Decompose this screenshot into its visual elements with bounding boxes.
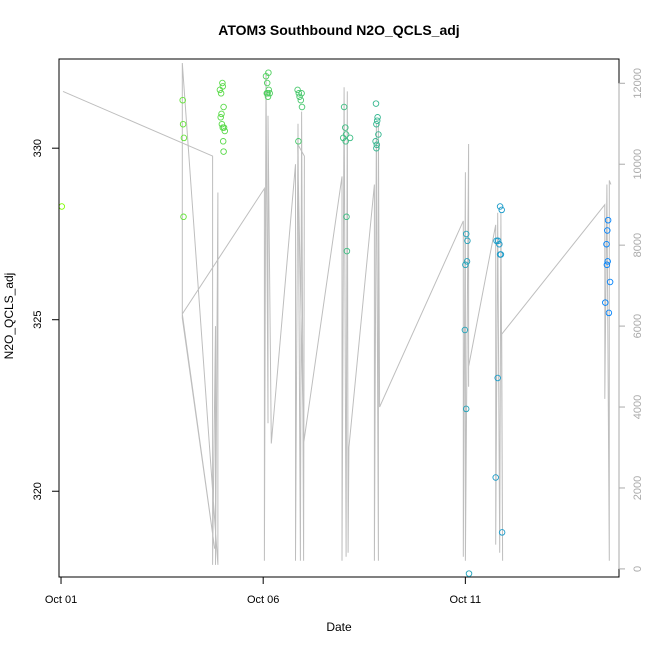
data-point [372, 100, 380, 107]
data-point [264, 90, 271, 97]
data-point [296, 93, 303, 100]
data-point [219, 138, 227, 145]
data-point [263, 79, 271, 87]
data-point [465, 570, 473, 577]
data-point [462, 230, 470, 238]
data-point [605, 309, 613, 317]
data-point [265, 69, 272, 76]
data-point [220, 148, 227, 155]
data-point [298, 90, 305, 97]
data-point [58, 203, 66, 210]
data-point [462, 405, 470, 413]
data-point [494, 374, 501, 382]
data-point [179, 120, 187, 128]
data-point [221, 127, 229, 135]
y2-tick-label: 4000 [632, 395, 644, 419]
data-point [604, 216, 612, 224]
y2-tick-label: 8000 [632, 233, 644, 257]
secondary-y-axis: 0 2000 4000 6000 8000 10000 12000 [618, 68, 644, 572]
y2-tick-label: 2000 [632, 476, 644, 500]
data-point [180, 213, 187, 221]
data-point [180, 134, 188, 142]
data-point [498, 529, 506, 536]
x-tick-label: Oct 01 [45, 594, 77, 606]
data-point [463, 258, 471, 265]
altitude-trace [62, 62, 612, 565]
data-point [496, 240, 503, 248]
x-axis: Oct 01 Oct 06 Oct 11 [45, 576, 482, 606]
data-point [343, 213, 350, 221]
data-point [294, 86, 301, 94]
data-point [220, 103, 227, 111]
data-point [297, 96, 305, 104]
data-point [266, 90, 273, 97]
data-point [375, 131, 382, 138]
data-point [604, 258, 611, 265]
data-point [372, 138, 379, 145]
data-point [219, 79, 226, 87]
data-point [342, 124, 349, 131]
data-point [604, 227, 611, 234]
data-point [220, 124, 228, 131]
data-point [374, 114, 381, 121]
x-axis-label: Date [326, 620, 352, 634]
data-point [339, 134, 347, 142]
data-point [464, 237, 471, 245]
data-point [373, 120, 380, 128]
y-tick-label: 330 [32, 139, 44, 157]
altitude-line [62, 62, 612, 565]
plot-frame [58, 58, 620, 578]
data-point [602, 299, 609, 306]
data-point [218, 120, 226, 128]
data-point [603, 240, 610, 248]
y-axis: 320 325 330 [32, 139, 60, 500]
y2-tick-label: 12000 [632, 68, 644, 99]
data-point [219, 83, 227, 90]
data-point [461, 326, 469, 334]
data-point [496, 203, 504, 210]
data-point [462, 261, 469, 269]
data-point [295, 90, 303, 97]
data-point [373, 144, 380, 152]
data-point [179, 96, 186, 104]
data-point [343, 247, 351, 255]
y2-tick-label: 10000 [632, 149, 644, 180]
y-tick-label: 325 [32, 311, 44, 329]
data-point [295, 138, 302, 145]
y2-tick-label: 0 [632, 566, 644, 572]
data-point [217, 90, 225, 97]
data-point [603, 261, 611, 269]
data-point [340, 103, 348, 111]
x-tick-label: Oct 06 [247, 594, 279, 606]
data-point [298, 103, 306, 111]
data-point [606, 278, 614, 286]
data-point [264, 93, 272, 100]
data-point [217, 114, 224, 121]
data-point [498, 206, 505, 214]
data-point [497, 251, 505, 258]
y-axis-label: N2O_QCLS_adj [2, 273, 16, 360]
data-point [346, 134, 354, 142]
y2-tick-label: 6000 [632, 314, 644, 338]
y-tick-label: 320 [32, 482, 44, 500]
x-tick-label: Oct 11 [450, 594, 482, 606]
data-point [373, 141, 381, 149]
data-point [494, 237, 502, 245]
data-point [492, 474, 499, 481]
data-point [373, 117, 381, 124]
data-point [216, 86, 224, 94]
data-points [58, 69, 614, 577]
data-point [265, 86, 273, 94]
chart-title: ATOM3 Southbound N2O_QCLS_adj [218, 22, 459, 38]
data-point [218, 110, 225, 118]
